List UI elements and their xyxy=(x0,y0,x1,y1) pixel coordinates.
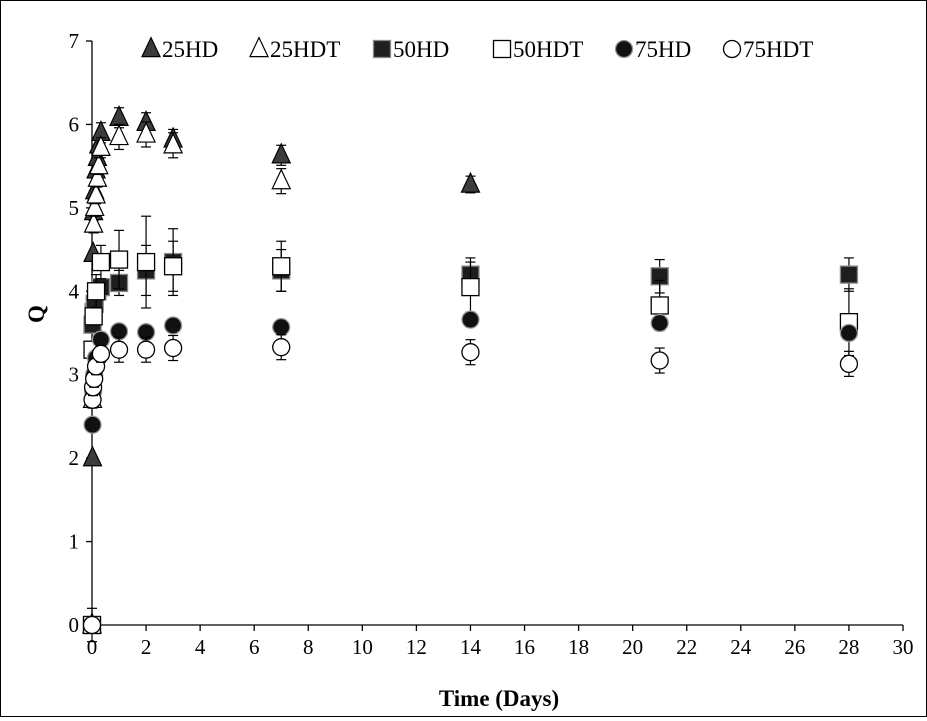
x-tick-label: 24 xyxy=(730,635,752,659)
data-point xyxy=(272,338,291,357)
data-point xyxy=(839,323,859,343)
legend-label: 25HDT xyxy=(270,37,340,62)
data-point xyxy=(272,257,291,276)
data-point xyxy=(82,445,103,467)
x-tick-label: 30 xyxy=(893,635,914,659)
y-tick-label: 0 xyxy=(69,613,80,637)
legend-item: 75HDT xyxy=(722,37,813,62)
data-point xyxy=(91,344,111,364)
legend-item: 25HD xyxy=(141,36,218,62)
x-tick-label: 12 xyxy=(406,635,427,659)
legend-marker-circle xyxy=(614,39,634,59)
x-tick-label: 10 xyxy=(352,635,373,659)
data-point xyxy=(82,615,102,635)
data-point xyxy=(461,343,480,362)
y-tick-label: 6 xyxy=(69,112,80,136)
data-point xyxy=(87,165,108,187)
x-axis-title: Time (Days) xyxy=(439,686,559,711)
legend-label: 50HD xyxy=(393,37,449,62)
y-tick-label: 5 xyxy=(69,196,80,220)
x-tick-label: 8 xyxy=(303,635,314,659)
data-point xyxy=(109,340,129,359)
legend-label: 25HD xyxy=(162,37,218,62)
x-tick-label: 20 xyxy=(622,635,643,659)
series-50HDT xyxy=(82,215,859,643)
legend-item: 75HD xyxy=(614,37,691,62)
legend-label: 50HDT xyxy=(513,37,583,62)
y-tick-label: 1 xyxy=(69,530,80,554)
legend-marker-circle-open xyxy=(722,39,742,59)
legend-label: 75HD xyxy=(635,37,691,62)
data-point xyxy=(650,351,669,370)
x-tick-label: 22 xyxy=(676,635,697,659)
data-point xyxy=(650,313,669,333)
series-75HDT xyxy=(82,334,859,635)
data-point xyxy=(271,168,292,190)
legend-label: 75HDT xyxy=(743,37,813,62)
data-point xyxy=(83,415,102,434)
x-tick-label: 14 xyxy=(460,635,482,659)
data-point xyxy=(839,354,859,374)
data-point xyxy=(136,340,156,359)
x-tick-label: 0 xyxy=(87,635,98,659)
legend-marker-square xyxy=(372,39,392,59)
data-point xyxy=(272,318,291,337)
axes xyxy=(86,40,904,631)
data-point xyxy=(84,195,105,217)
y-tick-label: 7 xyxy=(69,29,80,53)
data-point xyxy=(163,257,183,276)
data-point xyxy=(136,121,157,143)
data-point xyxy=(460,171,481,193)
x-tick-label: 6 xyxy=(249,635,260,659)
data-point xyxy=(109,250,129,269)
data-point xyxy=(88,153,109,175)
x-tick-label: 16 xyxy=(514,635,535,659)
data-point xyxy=(91,252,111,272)
data-point xyxy=(109,124,129,146)
legend-item: 25HDT xyxy=(249,36,340,62)
data-point xyxy=(839,265,859,284)
data-point xyxy=(461,277,480,297)
data-point xyxy=(109,104,129,126)
data-point xyxy=(136,252,156,272)
data-point xyxy=(650,296,669,315)
data-point xyxy=(90,134,111,156)
x-tick-label: 2 xyxy=(141,635,152,659)
legend-marker-square-open xyxy=(492,39,512,59)
y-tick-label: 2 xyxy=(69,446,80,470)
data-series xyxy=(82,104,859,643)
data-point xyxy=(86,282,106,301)
x-tick-label: 26 xyxy=(784,635,805,659)
y-tick-label: 4 xyxy=(69,279,80,303)
data-point xyxy=(86,182,107,204)
legend-marker-triangle-open xyxy=(249,36,269,58)
data-point xyxy=(163,338,183,358)
data-point xyxy=(83,211,104,233)
series-25HDT xyxy=(82,121,292,634)
data-point xyxy=(271,142,292,164)
x-tick-label: 4 xyxy=(195,635,206,659)
legend-marker-triangle xyxy=(141,36,161,58)
data-point xyxy=(163,316,183,335)
legend-item: 50HDT xyxy=(492,37,583,62)
data-point xyxy=(461,310,480,329)
data-point xyxy=(84,307,103,326)
y-axis-title: Q xyxy=(24,305,49,323)
y-tick-label: 3 xyxy=(69,363,80,387)
data-point xyxy=(163,132,184,154)
legend: 25HD 25HDT 50HD 50HDT 75HD 75HDT xyxy=(141,36,813,62)
x-tick-label: 18 xyxy=(568,635,589,659)
x-tick-label: 28 xyxy=(838,635,859,659)
legend-item: 50HD xyxy=(372,37,449,62)
